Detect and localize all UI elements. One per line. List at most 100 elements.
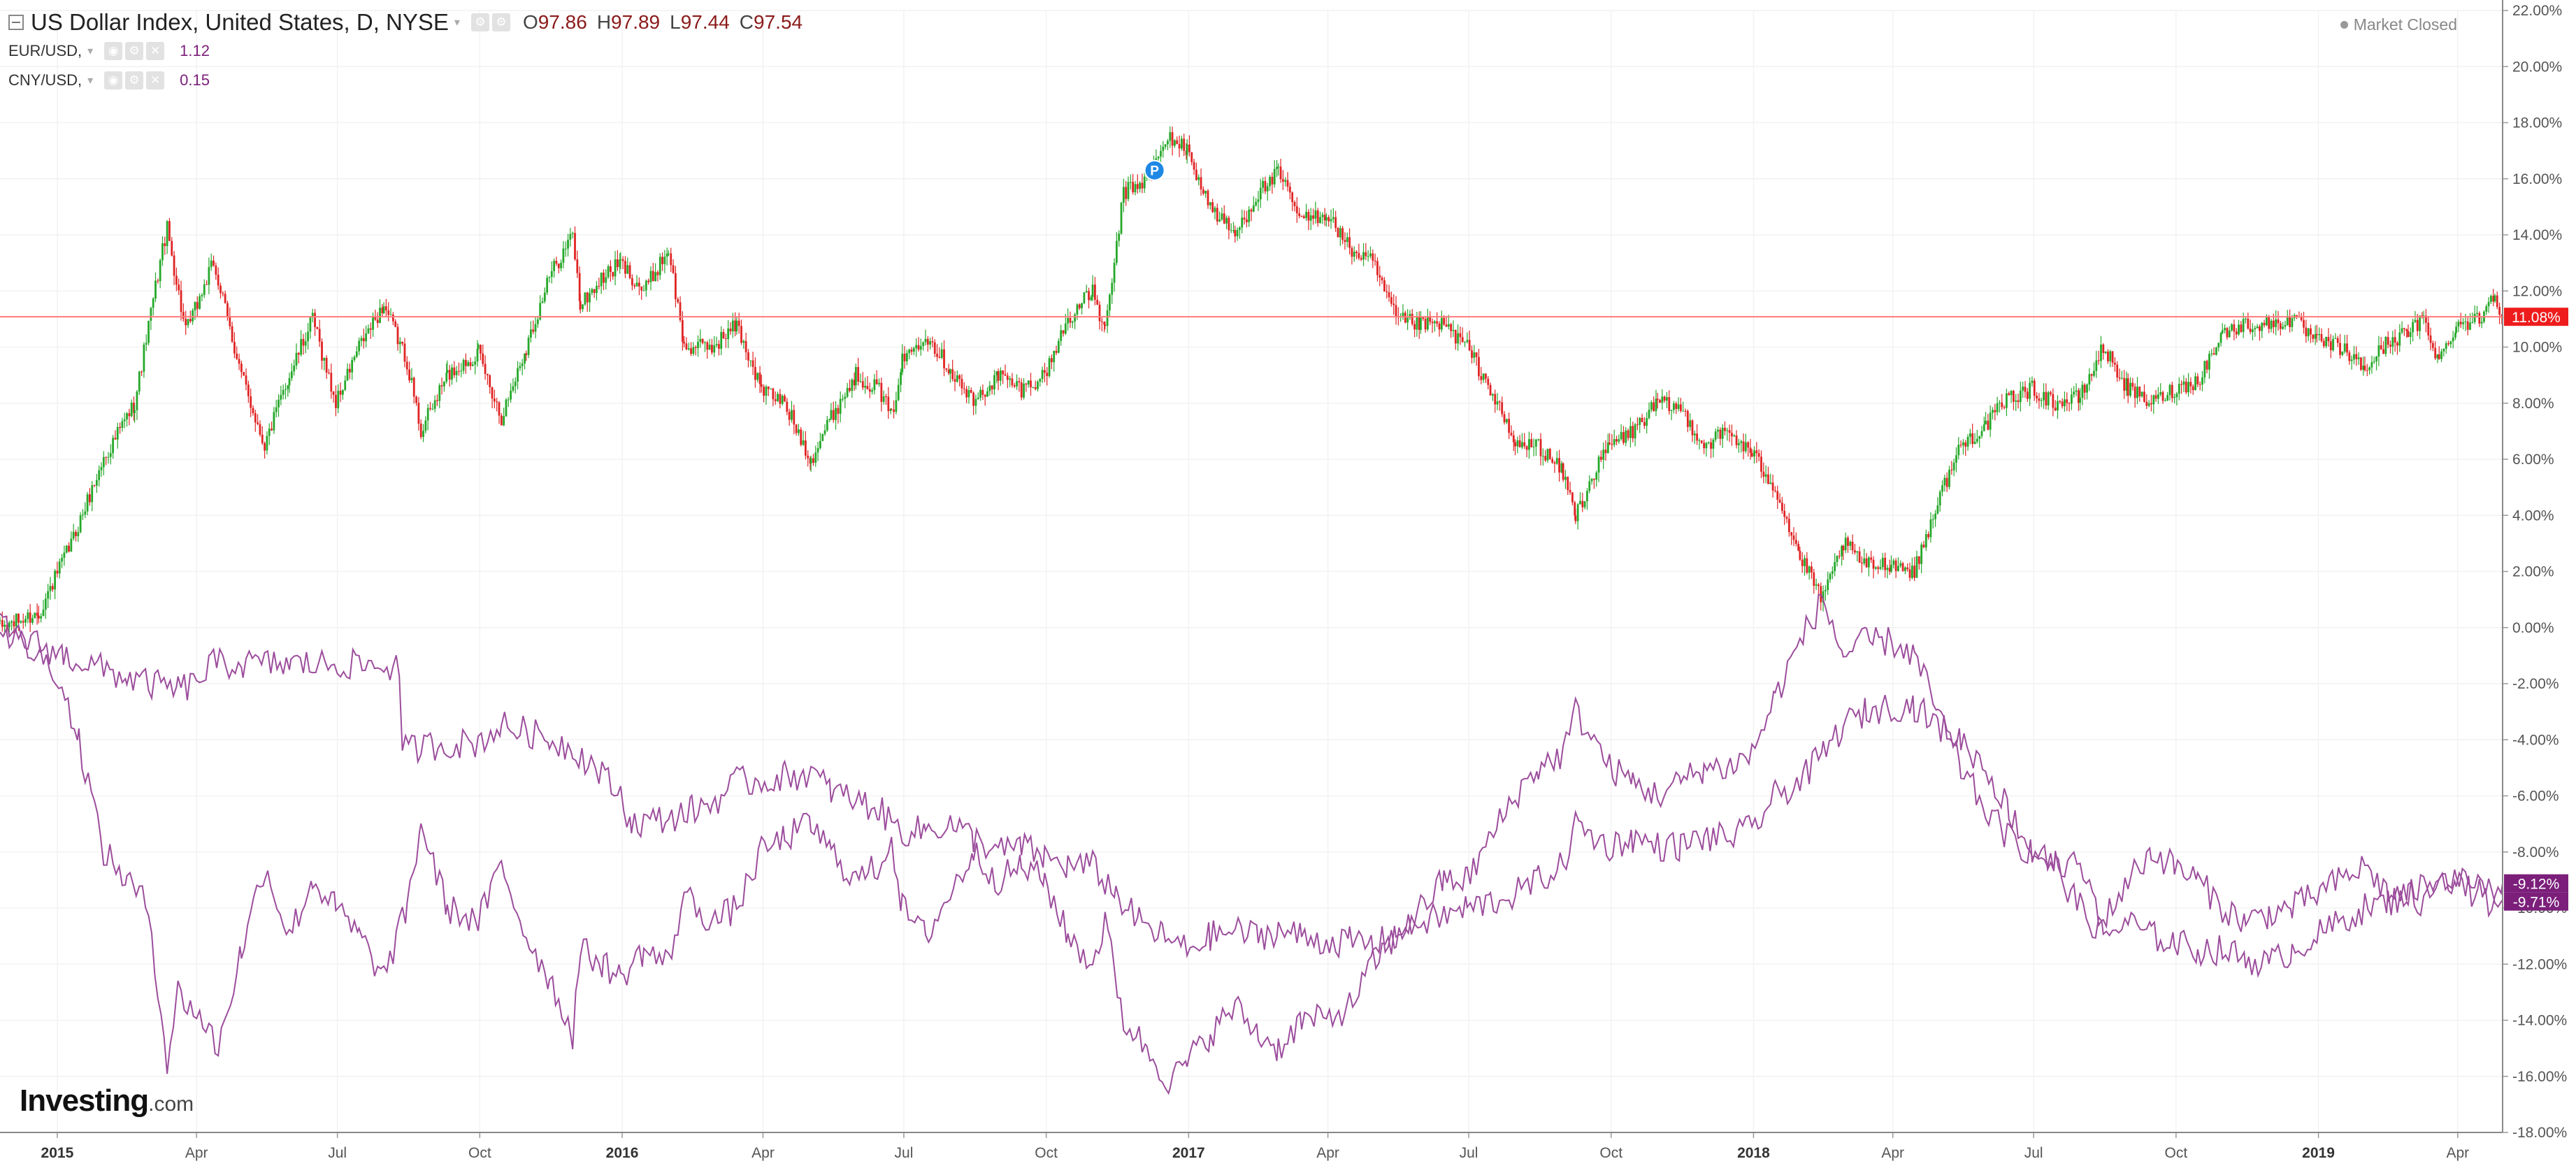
collapse-legend-icon[interactable] — [8, 15, 24, 30]
candle-body — [832, 410, 835, 420]
candle-body — [102, 456, 105, 468]
overlay-close-icon[interactable]: ✕ — [146, 71, 165, 89]
overlay-dropdown-caret-icon[interactable]: ▾ — [87, 45, 94, 57]
y-tick-label: 14.00% — [2512, 227, 2562, 243]
event-marker-icon[interactable] — [1144, 159, 1165, 181]
overlay-settings-icon[interactable]: ⚙ — [125, 71, 144, 89]
candle-body — [949, 369, 951, 374]
candle-body — [266, 436, 268, 451]
candle-body — [2203, 361, 2206, 377]
candle-body — [2336, 338, 2339, 343]
overlay-visibility-icon[interactable]: ◉ — [104, 71, 123, 89]
candle-body — [1792, 535, 1795, 540]
candle-body — [1011, 378, 1014, 386]
candle-body — [1849, 541, 1852, 546]
candle-body — [431, 408, 434, 410]
main-dropdown-caret-icon[interactable]: ▾ — [454, 17, 460, 29]
candle-body — [2305, 327, 2308, 337]
candle-body — [548, 277, 551, 278]
candle-body — [2206, 361, 2208, 370]
candle-body — [751, 360, 754, 367]
candle-body — [816, 448, 819, 453]
candle-body — [1055, 350, 1058, 353]
candle-body — [2047, 392, 2050, 405]
candle-body — [491, 387, 494, 399]
candle-body — [1344, 240, 1346, 243]
candle-body — [1634, 424, 1636, 439]
candle-body — [562, 248, 565, 263]
candle-body — [1537, 439, 1540, 440]
market-status-text: Market Closed — [2353, 15, 2457, 34]
candle-body — [1252, 205, 1255, 212]
candle-body — [1530, 439, 1533, 447]
candle-body — [638, 282, 640, 287]
overlay-settings-icon[interactable]: ⚙ — [125, 42, 144, 60]
candle-body — [2010, 391, 2013, 396]
overlay-dropdown-caret-icon[interactable]: ▾ — [87, 75, 94, 87]
y-tick-label: 4.00% — [2512, 508, 2554, 524]
candle-body — [1109, 294, 1111, 311]
candle-body — [826, 419, 828, 431]
candle-body — [539, 303, 542, 320]
candle-body — [1436, 321, 1439, 324]
candle-body — [1523, 442, 1526, 447]
main-settings-icon[interactable]: ⚙ — [470, 13, 489, 31]
candle-body — [2457, 322, 2460, 327]
high-label: H — [596, 11, 612, 33]
candle-body — [1498, 401, 1501, 403]
candle-body — [1985, 420, 1987, 425]
candle-body — [1327, 217, 1330, 222]
candle-body — [1223, 213, 1225, 224]
candle-body — [1661, 396, 1664, 403]
candle-body — [628, 265, 631, 278]
candle-body — [2489, 296, 2492, 302]
candle-body — [2001, 402, 2003, 408]
candle-body — [1214, 208, 1216, 213]
overlay-visibility-icon[interactable]: ◉ — [104, 42, 123, 60]
candle-body — [145, 343, 147, 345]
candle-body — [29, 612, 31, 623]
overlay-close-icon[interactable]: ✕ — [146, 42, 165, 60]
candle-body — [802, 440, 805, 445]
main-gear-icon[interactable]: ⚙ — [491, 13, 510, 31]
close-label: C — [739, 11, 754, 33]
candle-body — [476, 349, 479, 362]
candle-body — [555, 261, 558, 264]
candle-body — [619, 259, 622, 260]
candle-body — [128, 413, 131, 417]
candle-body — [731, 320, 734, 332]
candle-body — [1941, 485, 1943, 492]
candle-body — [2015, 400, 2017, 402]
candle-body — [154, 280, 157, 299]
x-tick-label: Apr — [2446, 1145, 2469, 1161]
candle-body — [304, 341, 307, 346]
legend-main-row: US Dollar Index, United States, D, NYSE … — [8, 8, 803, 36]
candle-body — [1888, 568, 1891, 572]
candle-body — [910, 350, 913, 352]
candle-body — [2083, 384, 2086, 393]
candle-body — [2480, 322, 2483, 324]
x-tick-label: Oct — [2165, 1145, 2188, 1161]
candle-body — [1339, 228, 1341, 238]
candle-body — [1365, 252, 1367, 257]
candle-body — [247, 384, 250, 396]
candle-body — [853, 380, 856, 386]
candle-body — [812, 458, 814, 463]
candle-body — [2362, 366, 2365, 370]
candle-body — [2012, 391, 2015, 402]
candle-body — [1872, 559, 1875, 569]
candle-body — [1689, 420, 1692, 427]
candle-body — [2088, 374, 2091, 385]
candle-body — [1390, 297, 1393, 304]
candle-body — [138, 371, 141, 392]
candle-body — [550, 271, 553, 278]
candle-body — [2370, 361, 2373, 368]
candle-body — [192, 310, 194, 322]
candle-body — [1006, 375, 1009, 380]
candle-body — [823, 430, 826, 434]
candle-body — [2284, 324, 2287, 327]
candle-body — [1269, 176, 1271, 187]
